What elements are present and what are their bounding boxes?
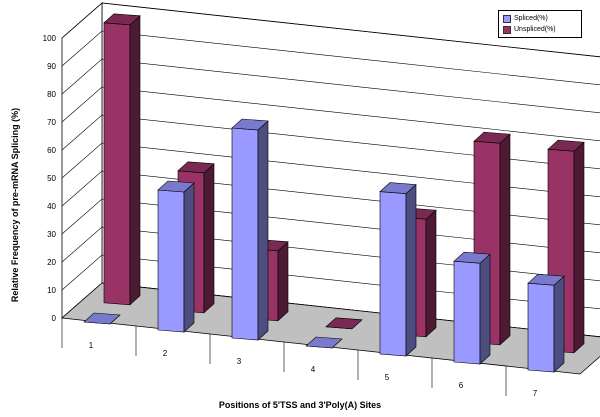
y-tick-label: 90 bbox=[47, 62, 56, 71]
bar-front-face bbox=[527, 282, 555, 373]
legend-label-unspliced: Unspliced(%) bbox=[514, 26, 556, 33]
y-tick-label: 100 bbox=[43, 34, 57, 43]
bar-spliced-4 bbox=[305, 336, 343, 349]
bar-front-face bbox=[103, 22, 131, 306]
bar-top-face bbox=[547, 139, 585, 152]
y-tick-label: 80 bbox=[47, 90, 56, 99]
x-tick-label: 2 bbox=[163, 349, 168, 358]
bar-side-face bbox=[479, 253, 491, 365]
bar-front-face bbox=[453, 260, 481, 365]
chart-legend: Spliced(%) Unspliced(%) bbox=[498, 10, 582, 38]
y-tick-label: 10 bbox=[47, 286, 56, 295]
bar-side-face bbox=[129, 15, 141, 306]
bar-top-face bbox=[379, 182, 417, 194]
bar-spliced-6 bbox=[453, 251, 491, 365]
legend-swatch-spliced bbox=[503, 14, 511, 23]
y-tick-label: 0 bbox=[52, 314, 57, 323]
y-tick-label: 40 bbox=[47, 202, 56, 211]
gridline bbox=[61, 86, 600, 142]
bar-top-face bbox=[157, 180, 195, 193]
gridline bbox=[61, 30, 600, 86]
bar-front-face bbox=[231, 127, 259, 341]
gridline bbox=[61, 2, 600, 58]
bar-side-face bbox=[573, 141, 585, 354]
bar-spliced-5 bbox=[379, 182, 417, 357]
bar-spliced-7 bbox=[527, 273, 565, 373]
bar-spliced-1 bbox=[83, 312, 121, 325]
x-tick-label: 7 bbox=[533, 389, 538, 398]
x-tick-label: 4 bbox=[311, 365, 316, 374]
bar-top-face bbox=[231, 118, 269, 131]
bar-spliced-3 bbox=[231, 118, 269, 341]
y-tick-label: 50 bbox=[47, 174, 56, 183]
bar-top-face bbox=[473, 131, 511, 144]
y-tick-label: 70 bbox=[47, 118, 56, 127]
x-axis-ticks: 1 2 3 4 5 6 7 bbox=[61, 318, 538, 398]
bar-side-face bbox=[277, 241, 289, 322]
y-tick-label: 60 bbox=[47, 146, 56, 155]
bar-top-face bbox=[453, 251, 491, 264]
bar-side-face bbox=[203, 163, 215, 314]
bar-top-face bbox=[325, 317, 363, 330]
x-tick-label: 1 bbox=[89, 341, 94, 350]
x-tick-label: 6 bbox=[459, 381, 464, 390]
bar-unspliced-1 bbox=[103, 13, 141, 306]
legend-label-spliced: Spliced(%) bbox=[514, 15, 548, 22]
bars bbox=[83, 13, 585, 373]
y-axis-title: Relative Frequency of pre-mRNA Splicing … bbox=[10, 108, 20, 302]
x-axis-title: Positions of 5'TSS and 3'Poly(A) Sites bbox=[219, 400, 381, 410]
bar-spliced-2 bbox=[157, 180, 195, 333]
bar-top-face bbox=[83, 312, 121, 325]
bar-side-face bbox=[257, 120, 269, 341]
y-axis-ticks: 0 10 20 30 40 50 60 70 80 90 100 bbox=[43, 34, 57, 323]
bar-side-face bbox=[499, 133, 511, 346]
y-tick-label: 20 bbox=[47, 258, 56, 267]
x-tick-label: 3 bbox=[237, 357, 242, 366]
bar-side-face bbox=[425, 209, 437, 338]
bar-side-face bbox=[183, 182, 195, 333]
gridline bbox=[61, 58, 600, 114]
x-tick-label: 5 bbox=[385, 373, 390, 382]
bar-top-face bbox=[305, 336, 343, 349]
legend-item-spliced: Spliced(%) bbox=[503, 13, 577, 24]
legend-item-unspliced: Unspliced(%) bbox=[503, 24, 577, 35]
gridline bbox=[61, 254, 600, 310]
gridline bbox=[61, 142, 600, 198]
bar-unspliced-4 bbox=[325, 317, 363, 330]
bar-top-face bbox=[103, 13, 141, 26]
gridline bbox=[61, 198, 600, 254]
bar-top-face bbox=[527, 273, 565, 286]
gridline bbox=[61, 226, 600, 282]
bar-side-face bbox=[553, 275, 565, 373]
legend-swatch-unspliced bbox=[503, 25, 511, 34]
y-tick-label: 30 bbox=[47, 230, 56, 239]
bar-top-face bbox=[177, 161, 215, 174]
bar-front-face bbox=[157, 189, 185, 333]
bar-side-face bbox=[405, 183, 417, 357]
gridline bbox=[61, 170, 600, 226]
bar-front-face bbox=[379, 191, 407, 357]
gridline bbox=[61, 114, 600, 170]
